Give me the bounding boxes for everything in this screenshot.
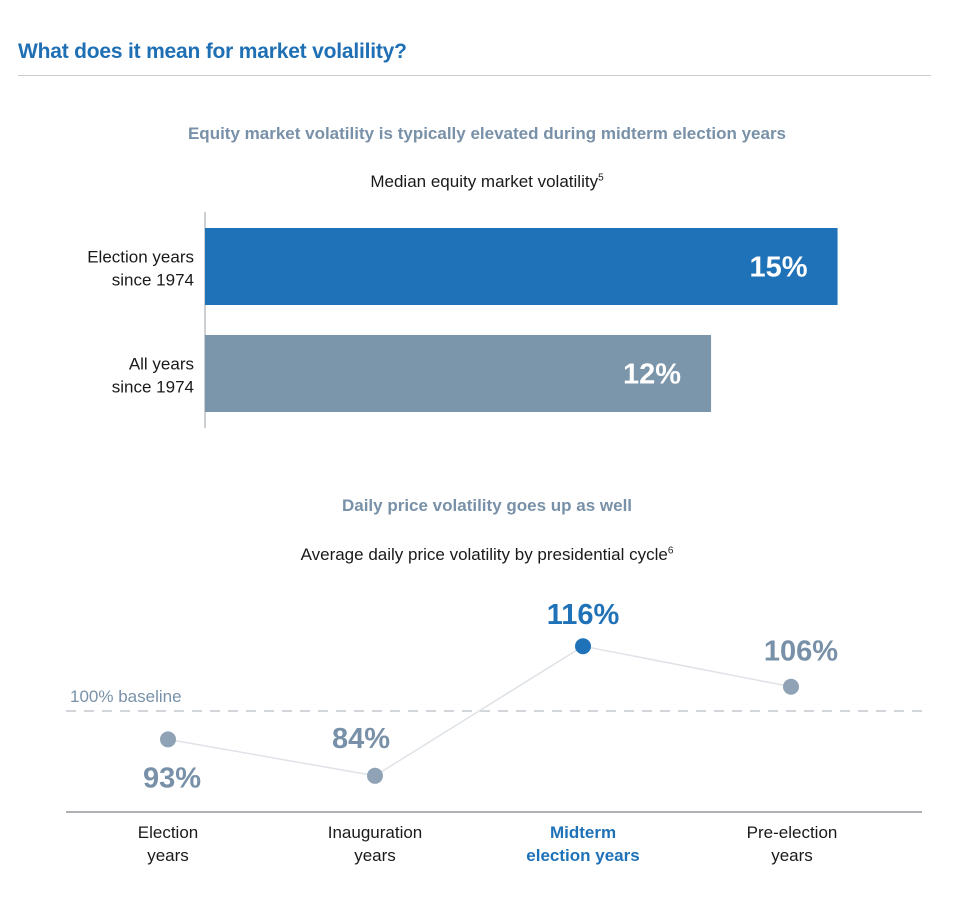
x-tick-label-0-0: Election <box>138 823 198 842</box>
data-point-0 <box>160 731 176 748</box>
chart2-subtitle-text: Average daily price volatility by presid… <box>300 545 668 564</box>
title-divider <box>18 75 931 76</box>
chart2-subtitle: Average daily price volatility by presid… <box>0 545 974 565</box>
bar-value-label-0: 15% <box>750 252 808 284</box>
bar-category-label-1-0: All years <box>129 355 194 374</box>
x-tick-label-3-1: years <box>771 846 813 865</box>
series-segment-1 <box>374 645 584 777</box>
data-point-1 <box>367 767 383 784</box>
baseline-label: 100% baseline <box>70 687 182 706</box>
chart2-title: Daily price volatility goes up as well <box>341 496 633 515</box>
x-tick-label-3-0: Pre-election <box>747 823 838 842</box>
bar-value-label-1: 12% <box>623 359 681 391</box>
chart2-footnote-mark: 6 <box>667 545 674 557</box>
data-label-2: 116% <box>547 599 620 631</box>
line-chart: 100% baseline 93% Election years 84% Inaugura… <box>66 599 922 865</box>
x-tick-label-1-0: Inauguration <box>328 823 423 842</box>
data-point-3 <box>783 678 799 695</box>
data-label-1: 84% <box>332 723 390 755</box>
bar-category-label-0-1: since 1974 <box>112 271 194 290</box>
x-tick-label-1-1: years <box>354 846 396 865</box>
series-segment-2 <box>582 645 792 688</box>
section-title: What does it mean for market volalility? <box>18 40 407 63</box>
bar-category-label-0-0: Election years <box>87 248 194 267</box>
chart1-title: Equity market volatility is typically el… <box>187 124 787 143</box>
bar-1 <box>205 335 712 412</box>
chart1-subtitle: Median equity market volatility5 <box>0 172 974 192</box>
x-tick-label-2-0: Midterm <box>550 823 616 842</box>
chart1-subtitle-text: Median equity market volatility <box>370 172 599 191</box>
x-tick-label-0-1: years <box>147 846 189 865</box>
bar-category-label-1-1: since 1974 <box>112 378 194 397</box>
chart1-footnote-mark: 5 <box>598 172 604 184</box>
data-label-0: 93% <box>143 762 201 794</box>
bar-chart: 15% Election years since 1974 12% All years s… <box>87 212 838 428</box>
series-segment-0 <box>167 738 376 777</box>
x-tick-label-2-1: election years <box>526 846 639 865</box>
data-point-2 <box>575 638 591 655</box>
bar-0 <box>205 228 838 305</box>
data-label-3: 106% <box>764 636 838 668</box>
